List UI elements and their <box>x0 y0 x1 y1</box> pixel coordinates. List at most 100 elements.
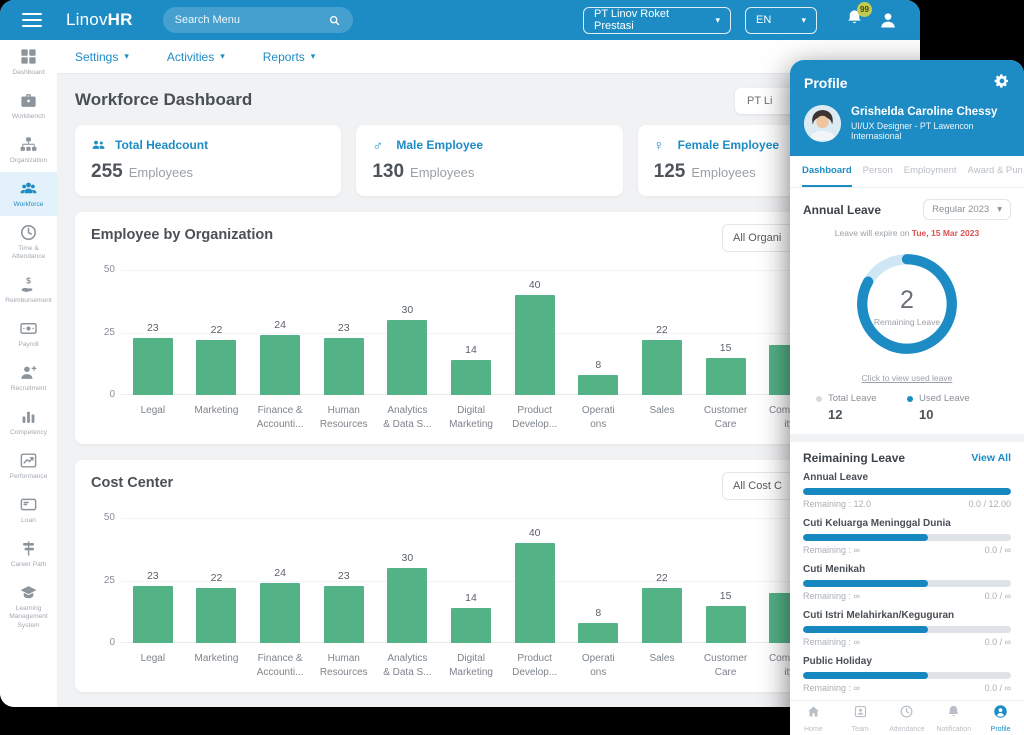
bar-customer-care[interactable]: 15 <box>694 590 758 643</box>
svg-text:$: $ <box>26 276 31 286</box>
bar-legal[interactable]: 23 <box>121 570 185 643</box>
bar-finance-accounti[interactable]: 24 <box>248 567 312 643</box>
sidebar-item-loan[interactable]: Loan <box>0 488 57 532</box>
bar-analytics-data-s[interactable]: 30 <box>376 304 440 395</box>
bar-sales[interactable]: 22 <box>630 572 694 643</box>
sidebar-item-dashboard[interactable]: Dashboard <box>0 40 57 84</box>
view-all-link[interactable]: View All <box>971 452 1011 464</box>
profile-tab-dashboard[interactable]: Dashboard <box>802 156 852 187</box>
leave-period-selector[interactable]: Regular 2023 ▾ <box>923 199 1011 220</box>
hamburger-menu-icon[interactable] <box>22 12 42 28</box>
leave-donut-chart[interactable]: 2 Remaining Leave <box>851 248 963 365</box>
bar-operations[interactable]: 8 <box>566 359 630 395</box>
bar-legal[interactable]: 23 <box>121 321 185 395</box>
subnav-item-settings[interactable]: Settings ▾ <box>75 50 129 64</box>
x-axis-label: Analytics & Data S... <box>383 653 432 678</box>
leave-name: Annual Leave <box>803 472 869 483</box>
leave-name: Cuti Istri Melahirkan/Keguguran <box>803 610 955 621</box>
notification-bell[interactable]: 99 <box>845 2 872 32</box>
sidebar-item-organization[interactable]: Organization <box>0 128 57 172</box>
subnav-item-reports[interactable]: Reports ▾ <box>263 50 316 64</box>
leave-ratio: 0.0 / ∞ <box>984 637 1011 647</box>
bar-human-resources[interactable]: 23 <box>312 322 376 395</box>
legend-dot <box>816 395 822 402</box>
bar-chart-plot: 50250232224233014408221520 <box>104 512 821 648</box>
bar-product-develop[interactable]: 40 <box>503 279 567 395</box>
avatar[interactable] <box>804 105 841 142</box>
sidebar-item-recruitment[interactable]: Recruitment <box>0 356 57 400</box>
chevron-down-icon: ▾ <box>801 14 806 25</box>
sidebar-item-career-path[interactable]: Career Path <box>0 532 57 576</box>
bar-analytics-data-s[interactable]: 30 <box>376 552 440 643</box>
sidebar-item-performance[interactable]: Performance <box>0 444 57 488</box>
x-axis-label: Product Develop... <box>512 405 558 430</box>
bar-operations[interactable]: 8 <box>566 607 630 643</box>
x-axis-label: Human Resources <box>319 405 368 430</box>
bar-finance-accounti[interactable]: 24 <box>248 319 312 395</box>
search-input[interactable] <box>174 14 328 26</box>
menu-search[interactable] <box>162 7 353 33</box>
remaining-leave-title: Reimaining Leave <box>803 451 906 465</box>
sidebar-item-reimbursement[interactable]: $ Reimbursement <box>0 268 57 312</box>
leave-item-cuti-keluarga-meninggal-dunia[interactable]: Cuti Keluarga Meninggal Dunia Remaining :… <box>803 518 1011 555</box>
subnav-item-activities[interactable]: Activities ▾ <box>167 50 225 64</box>
user-icon[interactable] <box>878 10 898 30</box>
profile-tab-award-pun[interactable]: Award & Pun <box>967 165 1023 176</box>
leave-item-cuti-istri-melahirkan-keguguran[interactable]: Cuti Istri Melahirkan/Keguguran Remaining… <box>803 610 1011 647</box>
company-selector[interactable]: PT Linov Roket Prestasi ▾ <box>583 6 731 34</box>
leave-item-public-holiday[interactable]: Public Holiday Remaining : ∞ 0.0 / ∞ <box>803 656 1011 693</box>
bar-marketing[interactable]: 22 <box>185 324 249 395</box>
sidebar-item-label: Learning Management System <box>9 604 48 630</box>
competency-icon <box>19 407 38 426</box>
leave-item-cuti-menikah[interactable]: Cuti Menikah Remaining : ∞ 0.0 / ∞ <box>803 564 1011 601</box>
profile-tab-employment[interactable]: Employment <box>903 165 957 176</box>
legend-used-leave: Used Leave 10 <box>907 393 998 422</box>
notification-badge: 99 <box>857 2 872 17</box>
bar-chart-plot: 50250232224233014408221520 <box>104 264 821 400</box>
bar-product-develop[interactable]: 40 <box>503 527 567 643</box>
bar-value: 23 <box>146 321 159 334</box>
bar-sales[interactable]: 22 <box>630 324 694 395</box>
sidebar-item-workforce[interactable]: Workforce <box>0 171 57 216</box>
section-divider <box>790 434 1024 442</box>
sidebar: Dashboard Workbench Organization Workforce T… <box>0 40 57 707</box>
bottom-nav-attendance[interactable]: Attendance <box>884 701 931 735</box>
language-selector[interactable]: EN ▾ <box>745 6 817 34</box>
leave-progress-bar <box>803 580 1011 587</box>
leave-name: Cuti Keluarga Meninggal Dunia <box>803 518 951 529</box>
stats-row: Total Headcount 255 Employees ♂ Male Employe… <box>75 125 904 196</box>
bottom-nav-profile[interactable]: Profile <box>977 701 1024 735</box>
sidebar-item-competency[interactable]: Competency <box>0 400 57 444</box>
team-icon <box>853 704 868 724</box>
learning-icon <box>19 583 38 602</box>
workforce-icon <box>19 179 38 198</box>
bottom-nav-label: Team <box>851 725 869 733</box>
view-used-leave-link[interactable]: Click to view used leave <box>861 373 953 383</box>
bottom-nav-team[interactable]: Team <box>837 701 884 735</box>
bar-customer-care[interactable]: 15 <box>694 342 758 395</box>
bar-digital-marketing[interactable]: 14 <box>439 592 503 643</box>
bottom-nav-notification[interactable]: Notification <box>930 701 977 735</box>
sidebar-item-workbench[interactable]: Workbench <box>0 84 57 128</box>
x-axis-label: Operati ons <box>581 405 615 430</box>
leave-item-annual-leave[interactable]: Annual Leave Remaining : 12.0 0.0 / 12.00 <box>803 472 1011 509</box>
sidebar-item-time-attendance[interactable]: Time & Attendance <box>0 216 57 269</box>
search-icon[interactable] <box>328 14 341 27</box>
gear-icon[interactable] <box>994 73 1010 93</box>
sidebar-item-learning-management-system[interactable]: Learning Management System <box>0 576 57 638</box>
performance-icon <box>19 451 38 470</box>
bar-marketing[interactable]: 22 <box>185 572 249 643</box>
y-tick: 0 <box>109 637 115 648</box>
sidebar-item-payroll[interactable]: Payroll <box>0 312 57 356</box>
bottom-nav-home[interactable]: Home <box>790 701 837 735</box>
chevron-down-icon: ▾ <box>715 14 720 25</box>
bar-digital-marketing[interactable]: 14 <box>439 344 503 395</box>
organization-icon <box>19 135 38 154</box>
x-axis-label: Community <box>757 404 821 432</box>
bar-value: 22 <box>210 324 223 336</box>
profile-tab-person[interactable]: Person <box>862 165 893 176</box>
bar-human-resources[interactable]: 23 <box>312 570 376 643</box>
avatar-photo <box>804 105 841 142</box>
stat-unit: Employees <box>128 165 194 180</box>
